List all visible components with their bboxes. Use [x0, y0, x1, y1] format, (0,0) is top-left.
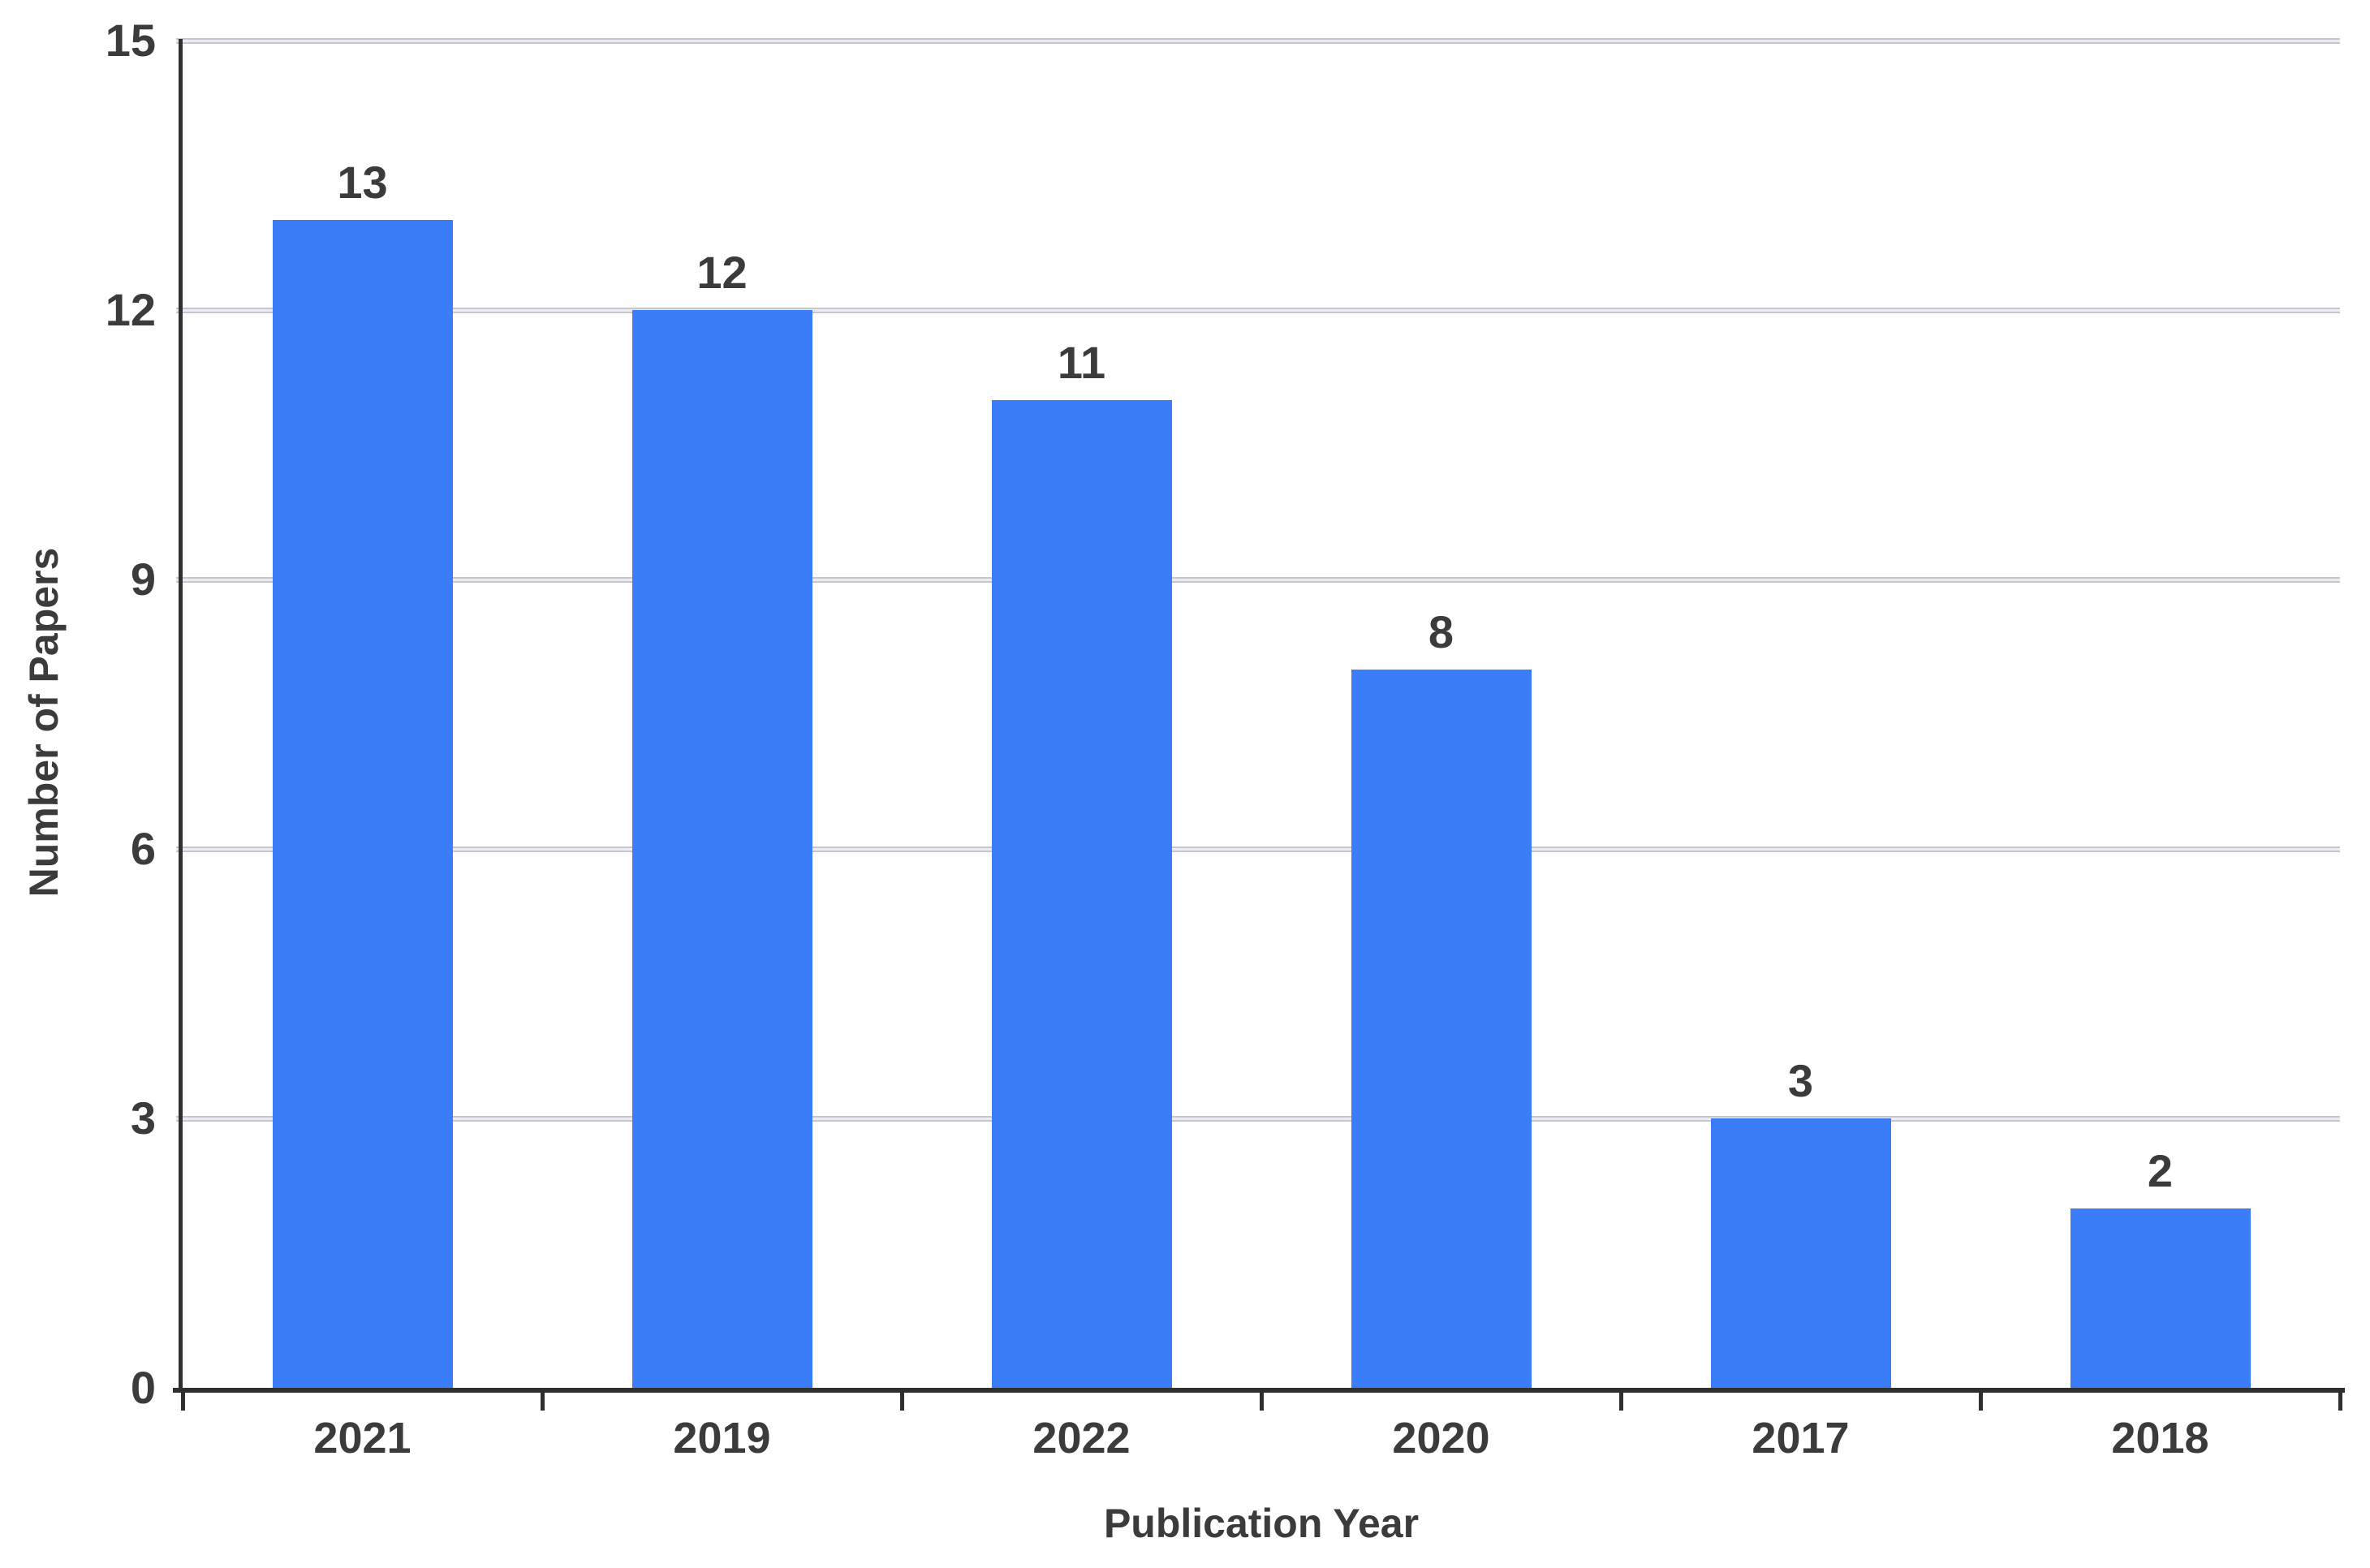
bar-value-label: 13 [337, 157, 388, 209]
x-axis-tick [541, 1388, 545, 1411]
x-axis-tick-label: 2019 [673, 1414, 771, 1462]
bar-value-label: 2 [2147, 1144, 2174, 1196]
gridline [176, 577, 2340, 583]
x-axis-tick [1979, 1388, 1983, 1411]
bar-slot: 2 [1980, 41, 2340, 1388]
x-axis-tick [2338, 1388, 2342, 1411]
y-axis-tick-label: 0 [130, 1362, 156, 1413]
bar-value-label: 12 [696, 247, 748, 298]
y-axis-title: Number of Papers [21, 547, 67, 898]
bar-slot: 8 [1261, 41, 1621, 1388]
y-axis-tick-label: 15 [105, 15, 156, 66]
x-axis-tick-label: 2020 [1392, 1414, 1490, 1462]
x-axis-tick [1260, 1388, 1264, 1411]
x-axis-title: Publication Year [1103, 1501, 1420, 1546]
bar-slot: 11 [902, 41, 1261, 1388]
y-axis-tick-label: 6 [130, 823, 156, 874]
plot-area: 13 12 11 8 3 2 [173, 38, 2345, 1411]
x-axis-tick-label: 2017 [1752, 1414, 1850, 1462]
y-axis-tick-label: 3 [130, 1092, 156, 1144]
bar [1710, 1118, 1891, 1388]
bar [2070, 1208, 2251, 1388]
y-axis-tick-label: 9 [130, 554, 156, 605]
gridline [176, 1116, 2340, 1122]
bar-slot: 12 [542, 41, 902, 1388]
x-axis-tick-label: 2021 [313, 1414, 412, 1462]
bar [631, 310, 812, 1388]
x-axis-tick-label: 2018 [2111, 1414, 2209, 1462]
bar [991, 399, 1172, 1388]
bar-value-label: 8 [1428, 605, 1454, 657]
x-axis-tick [900, 1388, 904, 1411]
bar-slot: 13 [183, 41, 542, 1388]
gridline [176, 38, 2340, 44]
x-axis-tick [181, 1388, 185, 1411]
y-axis-line [179, 39, 183, 1388]
x-axis-tick [1619, 1388, 1623, 1411]
bar-slot: 3 [1621, 41, 1980, 1388]
bar-value-label: 3 [1787, 1055, 1814, 1106]
x-axis-line [173, 1388, 2345, 1393]
bar [1351, 669, 1532, 1388]
gridline [176, 846, 2340, 852]
x-axis-tick-label: 2022 [1032, 1414, 1131, 1462]
gridline [176, 308, 2340, 313]
y-axis-tick-label: 12 [105, 284, 156, 335]
bar-value-label: 11 [1057, 336, 1106, 388]
bar [272, 220, 453, 1388]
